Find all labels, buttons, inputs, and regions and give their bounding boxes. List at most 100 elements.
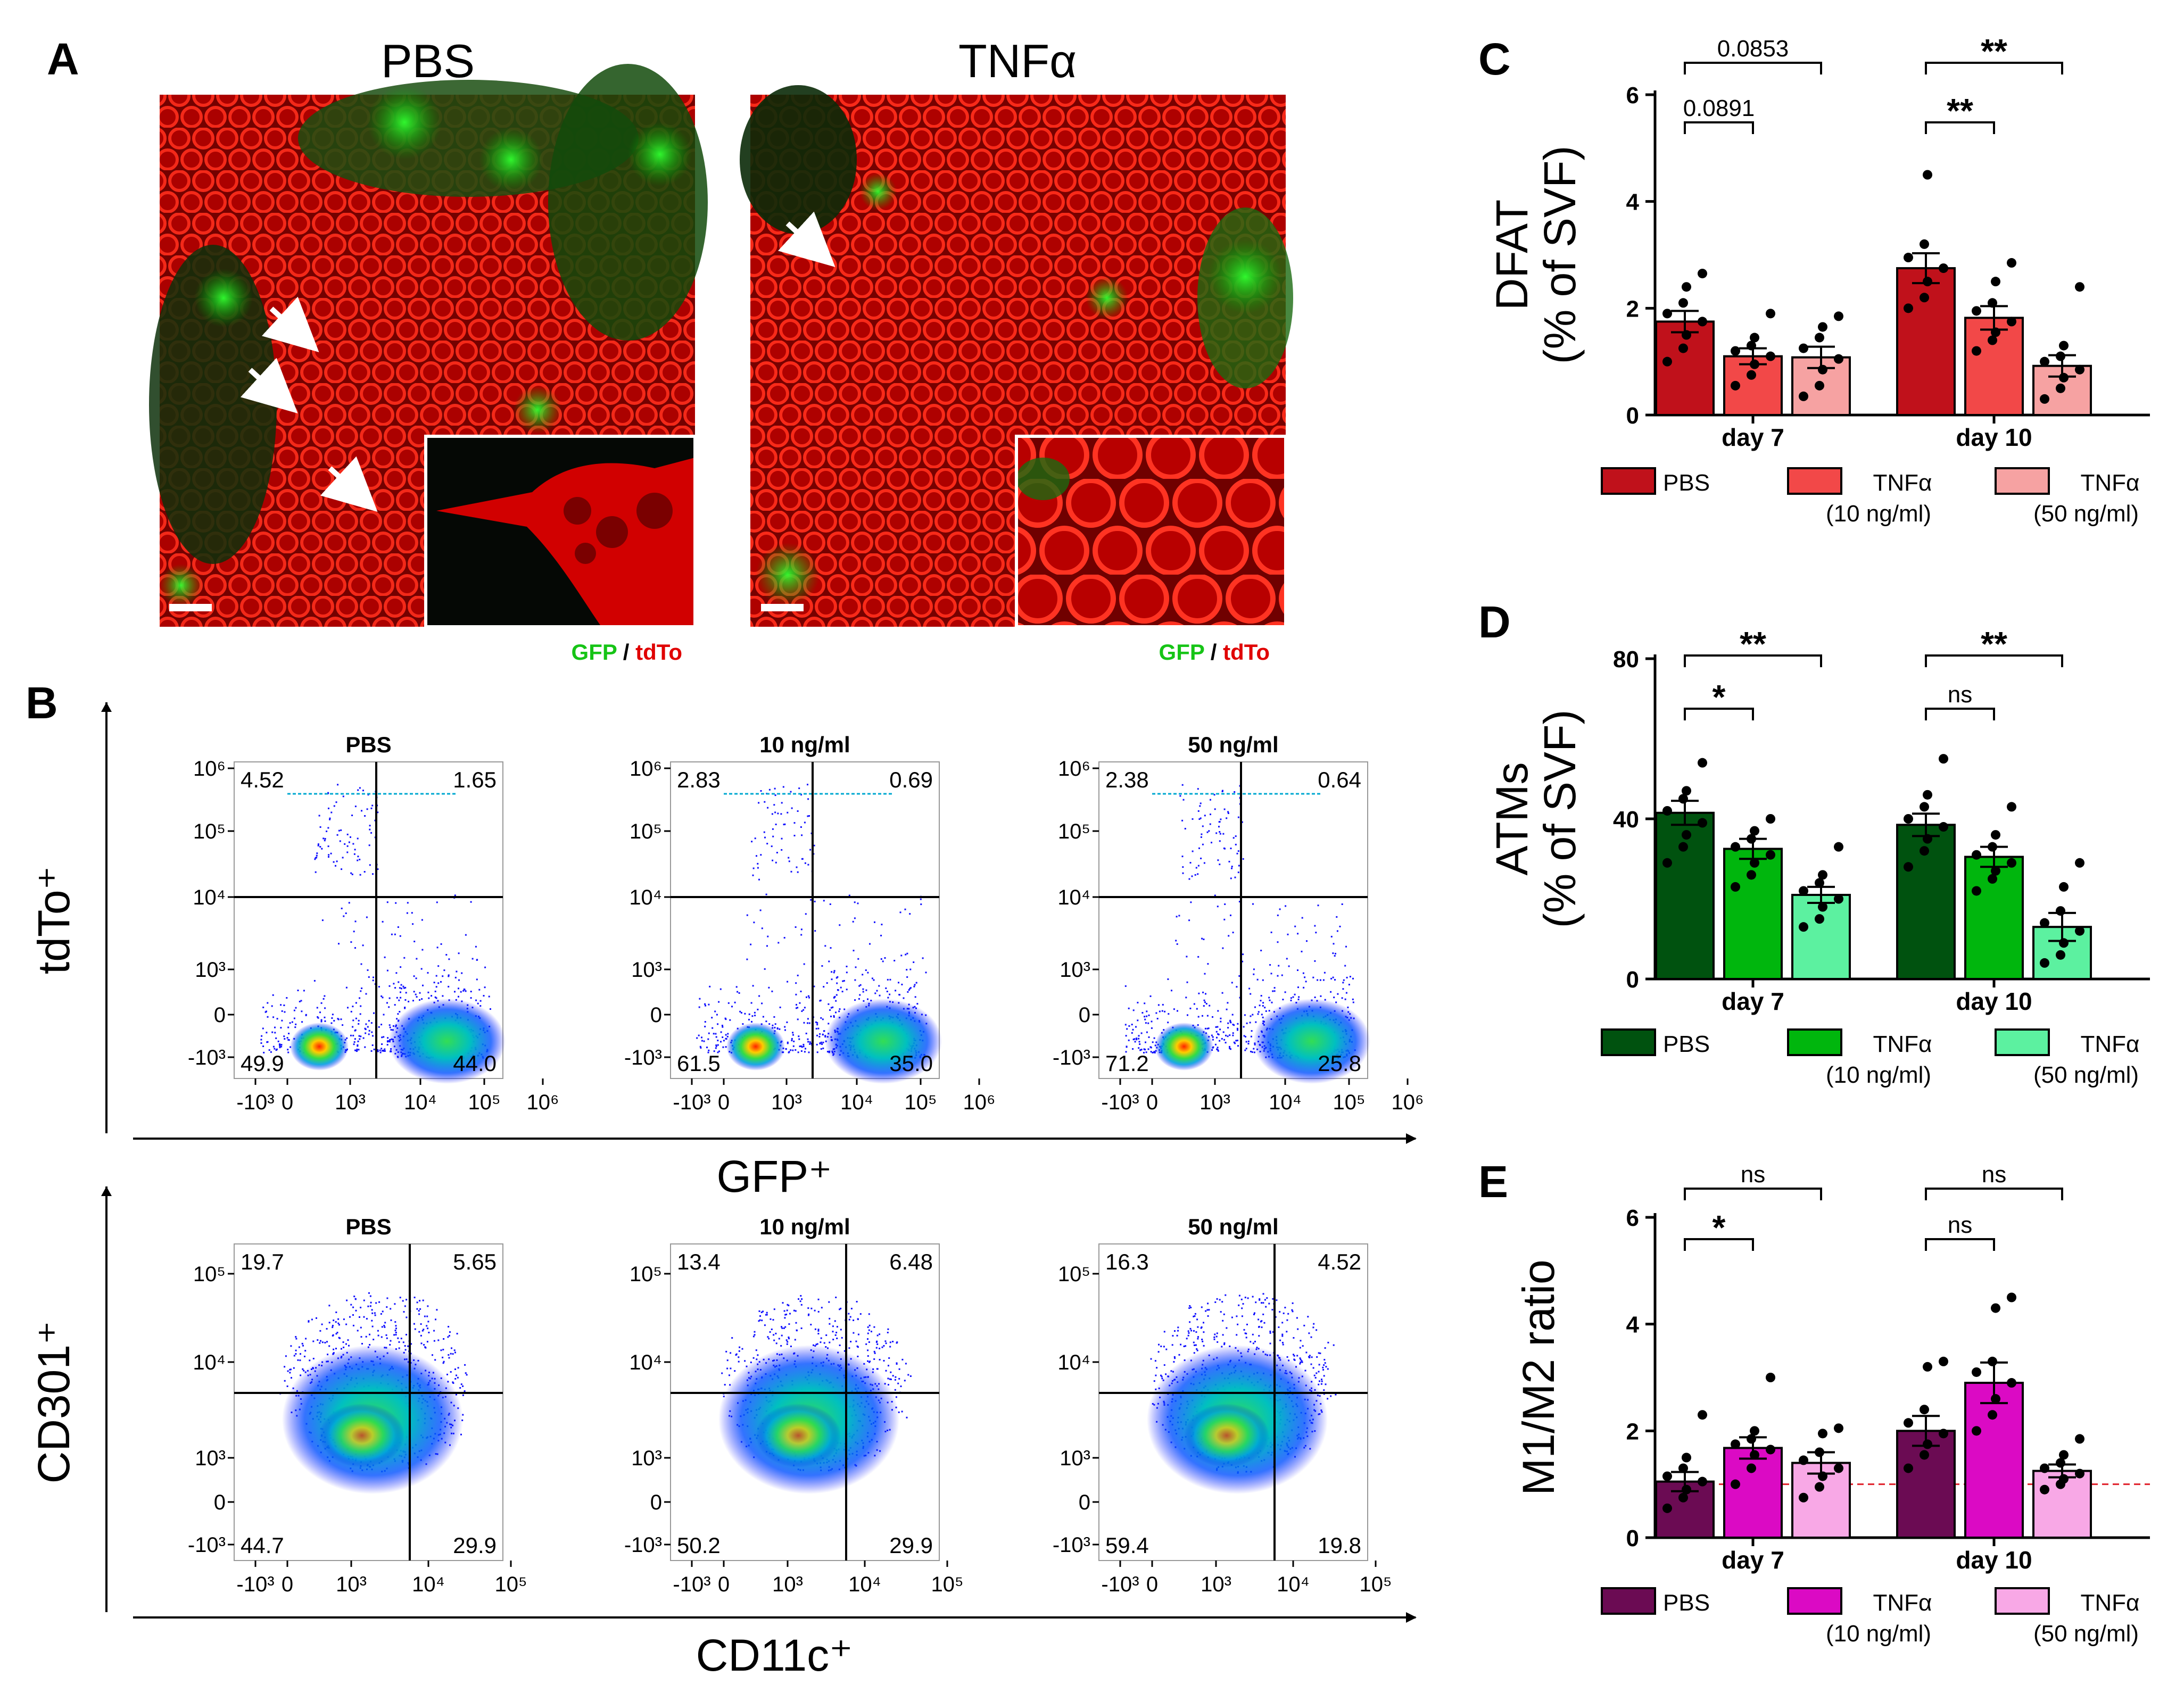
flow-row-tdto-gfp: tdTo⁺ GFP⁺ PBS 4.52 1.65 49.9 44.0 10⁶ 10⁵ 10⁴ 10³… <box>29 702 1424 1201</box>
inset-pbs <box>424 435 697 628</box>
data-point <box>1747 370 1756 380</box>
quadrant-lower-left: 50.2 <box>677 1533 721 1558</box>
data-point <box>1834 354 1843 364</box>
y-axis-label-unit: (% of SVF) <box>1535 710 1585 928</box>
y-tick-label: 0 <box>650 1491 662 1514</box>
data-point <box>2075 858 2084 868</box>
legend-pbs: GFP / tdTo <box>572 640 682 665</box>
data-point <box>1750 1426 1759 1436</box>
legend-swatch <box>1995 467 2050 495</box>
image-label-tnfa: TNFα <box>958 35 1077 87</box>
data-point <box>2059 1474 2069 1484</box>
y-tick-label: 10⁴ <box>629 1351 662 1374</box>
data-point <box>1662 1471 1672 1481</box>
data-point <box>2075 364 2084 375</box>
flow-plot-title: 10 ng/ml <box>759 732 850 757</box>
flow-plot: 50 ng/ml 16.3 4.52 59.4 19.8 10⁵ 10⁴ 10³ 0 -10³ -1… <box>1053 1214 1392 1596</box>
x-tick-label: -10³ <box>673 1091 710 1114</box>
significance-label: ** <box>1740 625 1766 663</box>
data-point <box>1698 1476 1707 1487</box>
panel-letter-c: C <box>1478 34 1511 84</box>
x-axis-label: CD11c⁺ <box>696 1630 853 1680</box>
density-core-right <box>825 999 942 1084</box>
data-point <box>1972 306 1981 316</box>
x-tick-label: -10³ <box>1101 1091 1139 1114</box>
quadrant-upper-right: 0.64 <box>1318 767 1361 792</box>
data-point <box>1698 758 1707 768</box>
x-tick-label: 0 <box>718 1573 730 1596</box>
data-point <box>1920 802 1929 812</box>
flow-plot: PBS 19.7 5.65 44.7 29.9 10⁵ 10⁴ 10³ 0 -10³ -10³ 0 10… <box>188 1214 527 1596</box>
legend-label: PBS <box>1663 470 1710 496</box>
data-point <box>1904 303 1913 313</box>
quadrant-upper-left: 16.3 <box>1105 1249 1149 1274</box>
data-point <box>1920 1405 1929 1415</box>
y-tick-label: 10⁶ <box>1058 757 1090 781</box>
y-tick-label: 0 <box>1079 1491 1090 1514</box>
bar <box>1964 1382 2024 1539</box>
quadrant-upper-right: 6.48 <box>889 1249 933 1274</box>
y-tick-label: 0 <box>650 1003 662 1027</box>
data-point <box>1991 866 2000 876</box>
x-tick-label: 10⁴ <box>848 1573 881 1596</box>
data-point <box>2075 926 2084 936</box>
density-core-right <box>388 999 506 1084</box>
data-point <box>1972 886 1981 896</box>
data-point <box>2059 341 2069 351</box>
data-point <box>1662 806 1672 816</box>
y-tick-label: 0 <box>214 1491 226 1514</box>
data-point <box>2007 1292 2016 1302</box>
data-point <box>1731 1479 1740 1489</box>
data-point <box>1818 364 1827 375</box>
data-point <box>1662 356 1672 367</box>
y-tick-label: 0 <box>1626 967 1639 993</box>
x-tick-label: 10⁵ <box>1333 1091 1365 1114</box>
data-point <box>1747 870 1756 880</box>
data-point <box>1939 1356 1948 1366</box>
y-tick-label: 10³ <box>1060 1447 1090 1470</box>
data-point <box>1939 822 1948 832</box>
quadrant-upper-left: 4.52 <box>241 767 284 792</box>
y-tick-label: 10⁵ <box>193 1263 226 1286</box>
y-tick-label: -10³ <box>188 1046 226 1069</box>
legend-tnfa: GFP / tdTo <box>1159 640 1270 665</box>
data-point <box>1834 894 1843 904</box>
significance-label: * <box>1713 1208 1726 1247</box>
flow-plot: 10 ng/ml 2.83 0.69 61.5 35.0 10⁶ 10⁵ 10⁴ 10³ 0 -10… <box>624 732 996 1114</box>
quadrant-lower-left: 61.5 <box>677 1051 721 1076</box>
data-point <box>1818 322 1827 332</box>
quadrant-lower-right: 29.9 <box>453 1533 497 1558</box>
flow-plot: 10 ng/ml 13.4 6.48 50.2 29.9 10⁵ 10⁴ 10³ 0 -10³ -1… <box>624 1214 964 1596</box>
data-point <box>1766 1373 1775 1382</box>
density-core-left <box>726 1023 785 1070</box>
data-point <box>1682 786 1691 796</box>
legend-swatch <box>1995 1028 2050 1056</box>
x-tick-label: day 7 <box>1722 424 1784 451</box>
y-axis-arrow <box>101 1186 112 1196</box>
data-point <box>1662 1503 1672 1513</box>
data-point <box>1972 850 1981 860</box>
data-point <box>1991 327 2000 337</box>
data-point <box>1815 333 1824 343</box>
data-point <box>1904 1418 1913 1428</box>
data-point <box>1988 842 1997 852</box>
density-core <box>319 1404 404 1467</box>
data-point <box>1682 830 1691 840</box>
data-point <box>2056 950 2065 960</box>
significance-label: ** <box>1981 32 2007 70</box>
x-tick-label: 10⁵ <box>468 1091 500 1114</box>
data-point <box>1991 1394 2000 1404</box>
data-point <box>1731 882 1740 892</box>
legend-label: PBS <box>1663 1590 1710 1616</box>
significance-label: 0.0853 <box>1717 36 1789 62</box>
data-point <box>1923 170 1932 180</box>
x-tick-label: -10³ <box>1101 1573 1139 1596</box>
data-point <box>1818 870 1827 880</box>
legend-label: PBS <box>1663 1031 1710 1057</box>
density-core <box>756 1404 841 1467</box>
y-tick-label: 10⁵ <box>630 1263 662 1286</box>
data-point <box>2007 802 2016 812</box>
data-point <box>1904 253 1913 263</box>
quadrant-lower-right: 35.0 <box>889 1051 933 1076</box>
x-tick-label: -10³ <box>236 1573 274 1596</box>
